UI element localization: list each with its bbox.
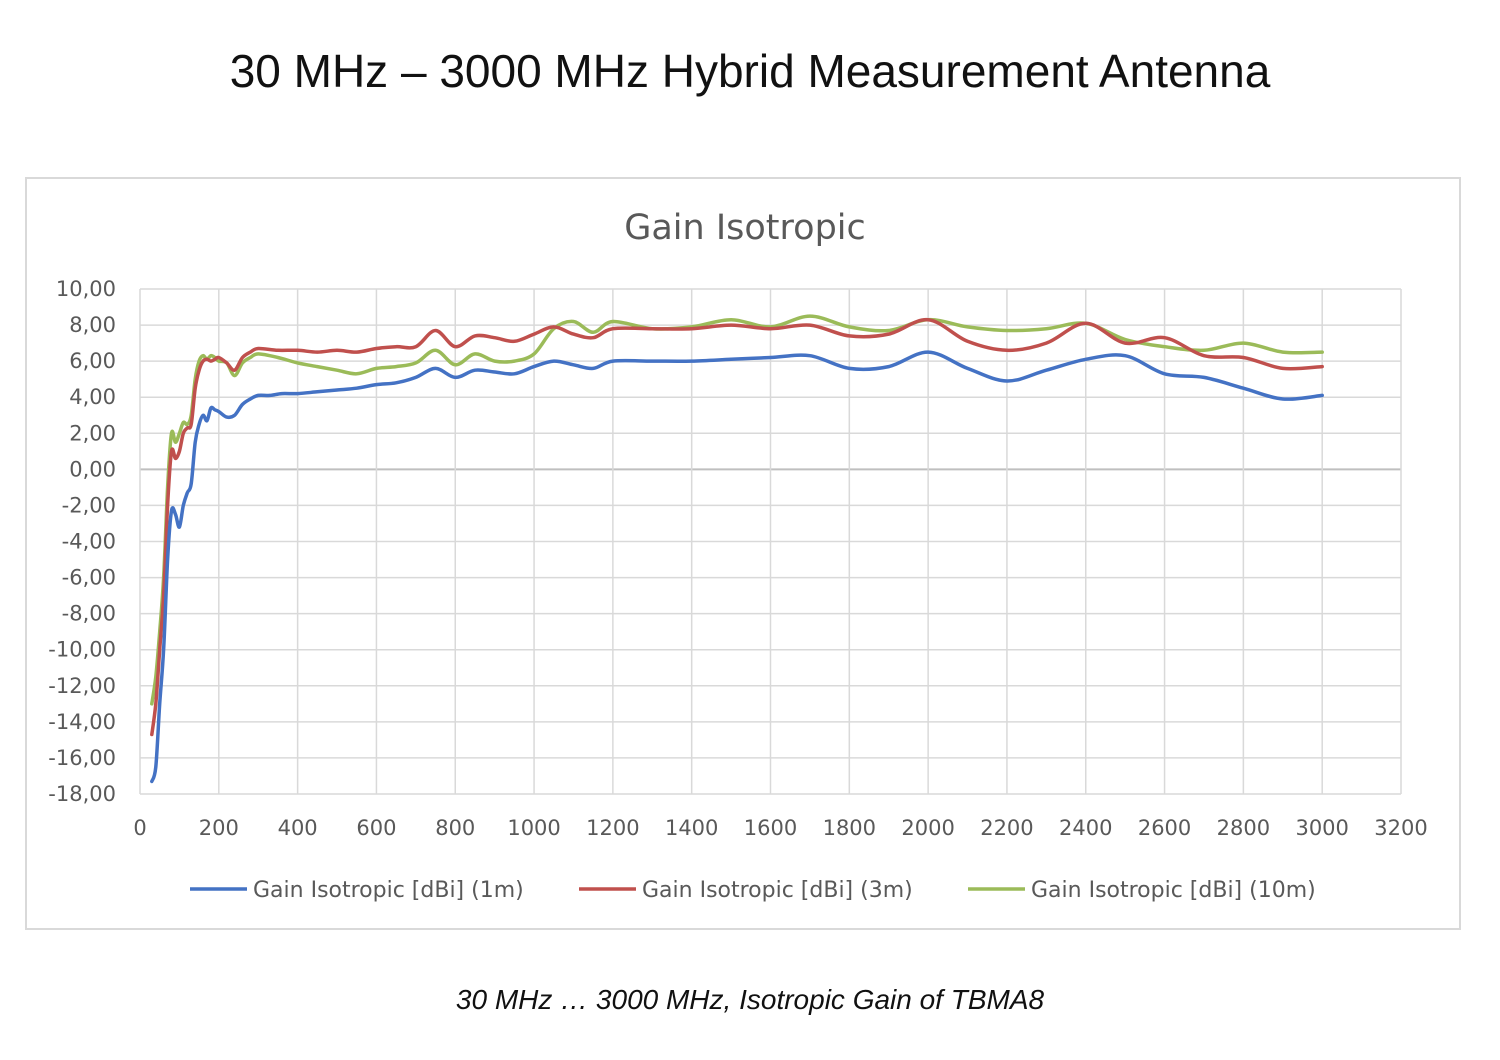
x-tick-label: 600 [356, 816, 396, 840]
y-tick-label: 8,00 [69, 313, 116, 337]
y-tick-label: -16,00 [48, 746, 116, 770]
y-tick-label: -12,00 [48, 674, 116, 698]
y-tick-label: 10,00 [56, 277, 116, 301]
legend-label-3: Gain Isotropic [dBi] (10m) [1031, 878, 1316, 903]
x-tick-label: 1800 [823, 816, 876, 840]
x-tick-label: 2600 [1138, 816, 1191, 840]
x-tick-label: 1400 [665, 816, 718, 840]
x-tick-label: 200 [199, 816, 239, 840]
chart-container: Gain Isotropic 10,00 8,00 6,00 4,00 2,00 0,00… [25, 177, 1461, 930]
x-tick-label: 800 [435, 816, 475, 840]
x-tick-label: 1000 [507, 816, 560, 840]
figure-caption: 30 MHz … 3000 MHz, Isotropic Gain of TBM… [455, 984, 1045, 1015]
x-tick-label: 2400 [1059, 816, 1112, 840]
y-tick-label: 6,00 [69, 349, 116, 373]
x-tick-label: 400 [278, 816, 318, 840]
legend-label-1: Gain Isotropic [dBi] (1m) [253, 878, 524, 903]
y-tick-label: -6,00 [62, 566, 116, 590]
y-tick-label: -10,00 [48, 638, 116, 662]
x-tick-label: 1200 [586, 816, 639, 840]
y-tick-label: -14,00 [48, 710, 116, 734]
chart-title: Gain Isotropic [624, 208, 866, 248]
y-tick-label: 4,00 [69, 385, 116, 409]
x-tick-label: 3200 [1374, 816, 1427, 840]
y-tick-label: 0,00 [69, 457, 116, 481]
x-tick-label: 2200 [980, 816, 1033, 840]
series-line-2 [150, 317, 1324, 737]
series-line-1 [150, 350, 1324, 784]
legend-label-2: Gain Isotropic [dBi] (3m) [642, 878, 913, 903]
series-line-3 [150, 314, 1324, 706]
y-tick-label: -4,00 [62, 530, 116, 554]
x-tick-label: 2000 [901, 816, 954, 840]
x-tick-label: 0 [133, 816, 146, 840]
y-tick-label: 2,00 [69, 421, 116, 445]
page-title: 30 MHz – 3000 MHz Hybrid Measurement Ant… [229, 45, 1271, 97]
y-tick-label: -18,00 [48, 782, 116, 806]
x-tick-label: 2800 [1217, 816, 1270, 840]
y-tick-label: -2,00 [62, 493, 116, 517]
y-tick-label: -8,00 [62, 602, 116, 626]
x-tick-label: 1600 [744, 816, 797, 840]
line-chart: Gain Isotropic 10,00 8,00 6,00 4,00 2,00 0,00… [48, 208, 1427, 903]
x-tick-label: 3000 [1295, 816, 1348, 840]
